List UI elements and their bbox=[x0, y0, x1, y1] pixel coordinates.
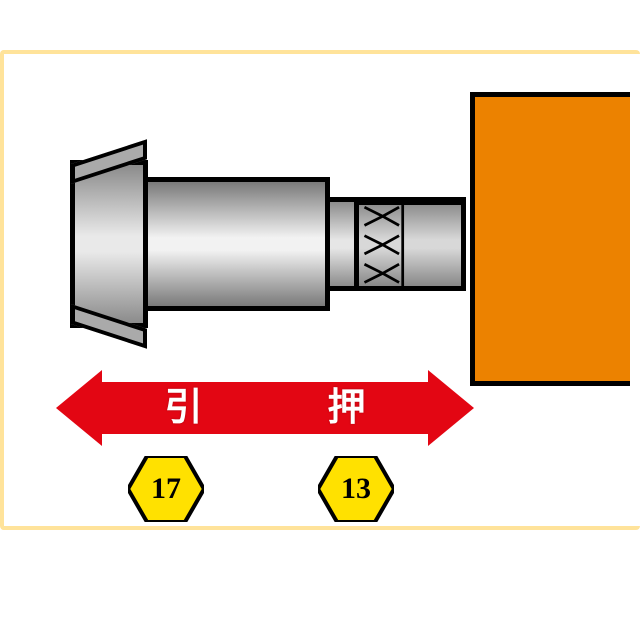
arrow-label-pull: 引 bbox=[164, 389, 202, 427]
socket-small-head bbox=[354, 197, 466, 291]
arrow-head-right bbox=[428, 370, 474, 446]
socket-barrel bbox=[148, 177, 330, 311]
hex-badge-13-value: 13 bbox=[341, 472, 371, 506]
hex-badge-13: 13 bbox=[318, 456, 394, 522]
workpiece-block bbox=[470, 92, 630, 386]
socket-step bbox=[330, 197, 354, 291]
socket-hex-nut bbox=[70, 160, 148, 328]
arrow-head-left bbox=[56, 370, 102, 446]
arrow-label-push: 押 bbox=[327, 389, 365, 427]
arrow-body: 引 押 bbox=[102, 382, 428, 434]
hex-badge-17: 17 bbox=[128, 456, 204, 522]
hex-badge-17-value: 17 bbox=[151, 472, 181, 506]
push-pull-arrow: 引 押 bbox=[56, 370, 474, 446]
